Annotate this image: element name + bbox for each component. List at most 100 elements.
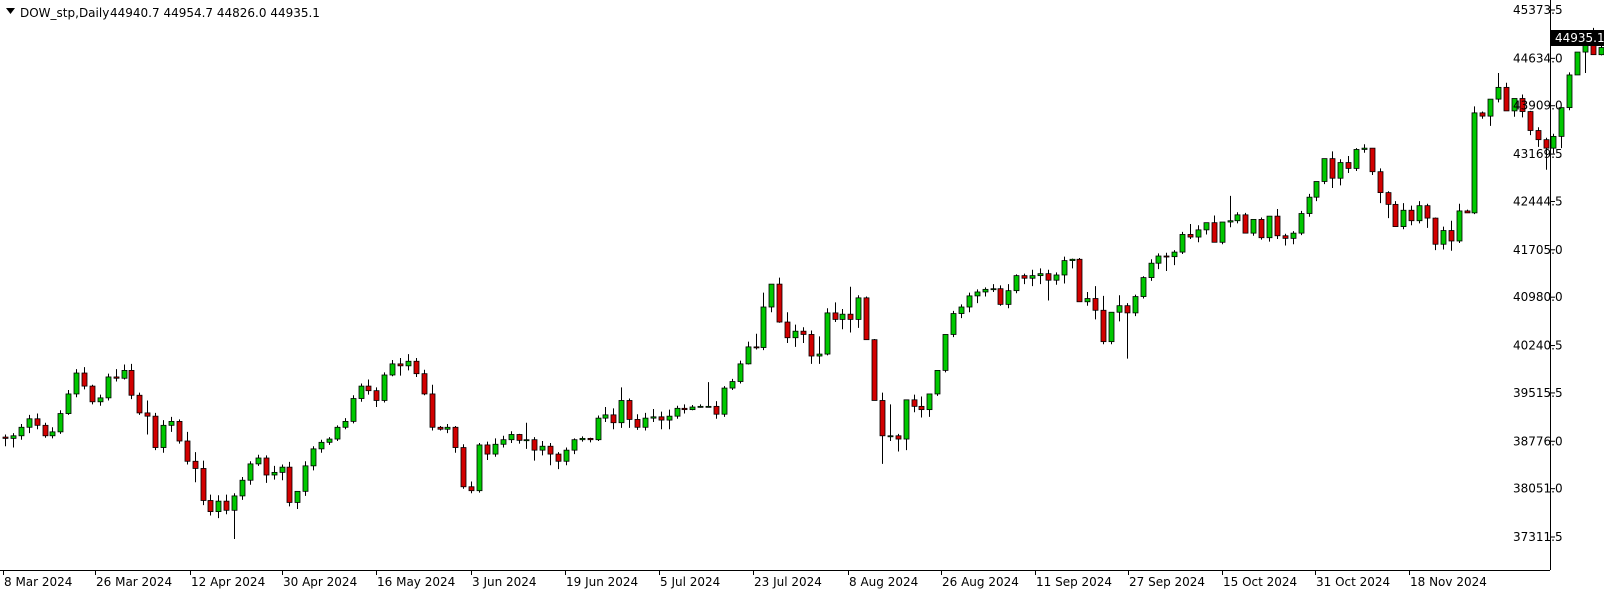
- candle: [1092, 286, 1099, 320]
- candle: [1163, 252, 1170, 272]
- bull-candle-body: [168, 420, 175, 426]
- bear-candle-body: [1258, 219, 1265, 239]
- time-tick-label: 15 Oct 2024: [1223, 575, 1297, 589]
- candle: [294, 490, 301, 509]
- candle: [373, 387, 380, 408]
- bull-candle-body: [839, 313, 846, 320]
- ohlc-values: 44940.7 44954.7 44826.0 44935.1: [110, 6, 320, 20]
- candle: [49, 427, 56, 439]
- candle: [136, 392, 143, 415]
- bear-candle-body: [223, 500, 230, 511]
- bull-candle-body: [1171, 251, 1178, 258]
- candle: [642, 412, 649, 431]
- candle: [1148, 259, 1155, 281]
- candle: [1187, 223, 1194, 240]
- bull-candle-body: [239, 479, 246, 497]
- candle: [1385, 191, 1392, 219]
- bear-candle-body: [1479, 112, 1486, 117]
- candle: [429, 384, 436, 431]
- candle: [587, 437, 594, 443]
- candle: [215, 495, 222, 519]
- bull-candle-body: [492, 443, 499, 455]
- candle: [618, 387, 625, 428]
- candle: [776, 277, 783, 323]
- candle: [1369, 147, 1376, 175]
- bear-candle-body: [2, 436, 9, 439]
- bull-candle-body: [49, 431, 56, 437]
- candle: [255, 454, 262, 466]
- bear-candle-body: [413, 360, 420, 375]
- candle: [271, 465, 278, 480]
- candle: [1361, 144, 1368, 153]
- bear-candle-body: [516, 434, 523, 441]
- bear-candle-body: [1329, 158, 1336, 179]
- bull-candle-body: [1061, 260, 1068, 276]
- candle: [571, 438, 578, 455]
- time-tick-label: 27 Sep 2024: [1129, 575, 1205, 589]
- candle: [658, 411, 665, 430]
- bull-candle-body: [1053, 274, 1060, 281]
- symbol-label: DOW_stp,Daily: [20, 6, 109, 20]
- bear-candle-body: [1503, 86, 1510, 112]
- candle: [839, 308, 846, 330]
- bull-candle-body: [271, 471, 278, 476]
- candle: [1306, 193, 1313, 217]
- bear-candle-body: [610, 414, 617, 424]
- bull-candle-body: [1148, 262, 1155, 278]
- bull-candle-body: [689, 406, 696, 411]
- triangle-down-icon[interactable]: [6, 8, 15, 14]
- bull-candle-body: [302, 465, 309, 492]
- candle: [887, 404, 894, 442]
- bear-candle-body: [286, 466, 293, 503]
- bull-candle-body: [231, 495, 238, 511]
- candle: [160, 420, 167, 453]
- bear-candle-body: [871, 339, 878, 401]
- candle: [847, 286, 854, 333]
- bear-candle-body: [555, 453, 562, 462]
- candle: [168, 416, 175, 432]
- candle: [89, 384, 96, 405]
- bear-candle-body: [847, 313, 854, 320]
- candle: [1045, 269, 1052, 301]
- bear-candle-body: [753, 346, 760, 349]
- candle: [302, 461, 309, 496]
- bull-candle-body: [974, 291, 981, 297]
- bull-candle-body: [1471, 112, 1478, 214]
- bear-candle-body: [784, 321, 791, 339]
- candle: [1290, 231, 1297, 245]
- bear-candle-body: [128, 370, 135, 396]
- bear-candle-body: [879, 400, 886, 437]
- candle: [508, 431, 515, 443]
- candle: [1495, 72, 1502, 103]
- bull-candle-body: [1298, 213, 1305, 234]
- candle: [760, 292, 767, 351]
- bull-candle-body: [318, 441, 325, 450]
- bull-candle-body: [642, 417, 649, 428]
- bull-candle-body: [215, 500, 222, 513]
- bear-candle-body: [1163, 255, 1170, 258]
- bear-candle-body: [113, 376, 120, 379]
- bull-candle-body: [1037, 273, 1044, 277]
- candle: [539, 441, 546, 456]
- bull-candle-body: [121, 370, 128, 379]
- bull-candle-body: [697, 405, 704, 408]
- candle: [1424, 203, 1431, 228]
- bull-candle-body: [10, 435, 17, 439]
- bull-candle-body: [816, 353, 823, 357]
- candle: [389, 359, 396, 377]
- bear-candle-body: [373, 390, 380, 401]
- bull-candle-body: [1511, 98, 1518, 112]
- bear-candle-body: [207, 500, 214, 513]
- candle: [1574, 51, 1581, 76]
- time-tick-label: 11 Sep 2024: [1036, 575, 1112, 589]
- bull-candle-body: [926, 393, 933, 411]
- candle: [1448, 220, 1455, 251]
- candle: [223, 494, 230, 515]
- candle: [468, 481, 475, 494]
- bear-candle-body: [1076, 258, 1083, 303]
- candle: [895, 433, 902, 452]
- candle: [942, 334, 949, 373]
- candle: [674, 405, 681, 419]
- bull-candle-body: [1598, 47, 1604, 56]
